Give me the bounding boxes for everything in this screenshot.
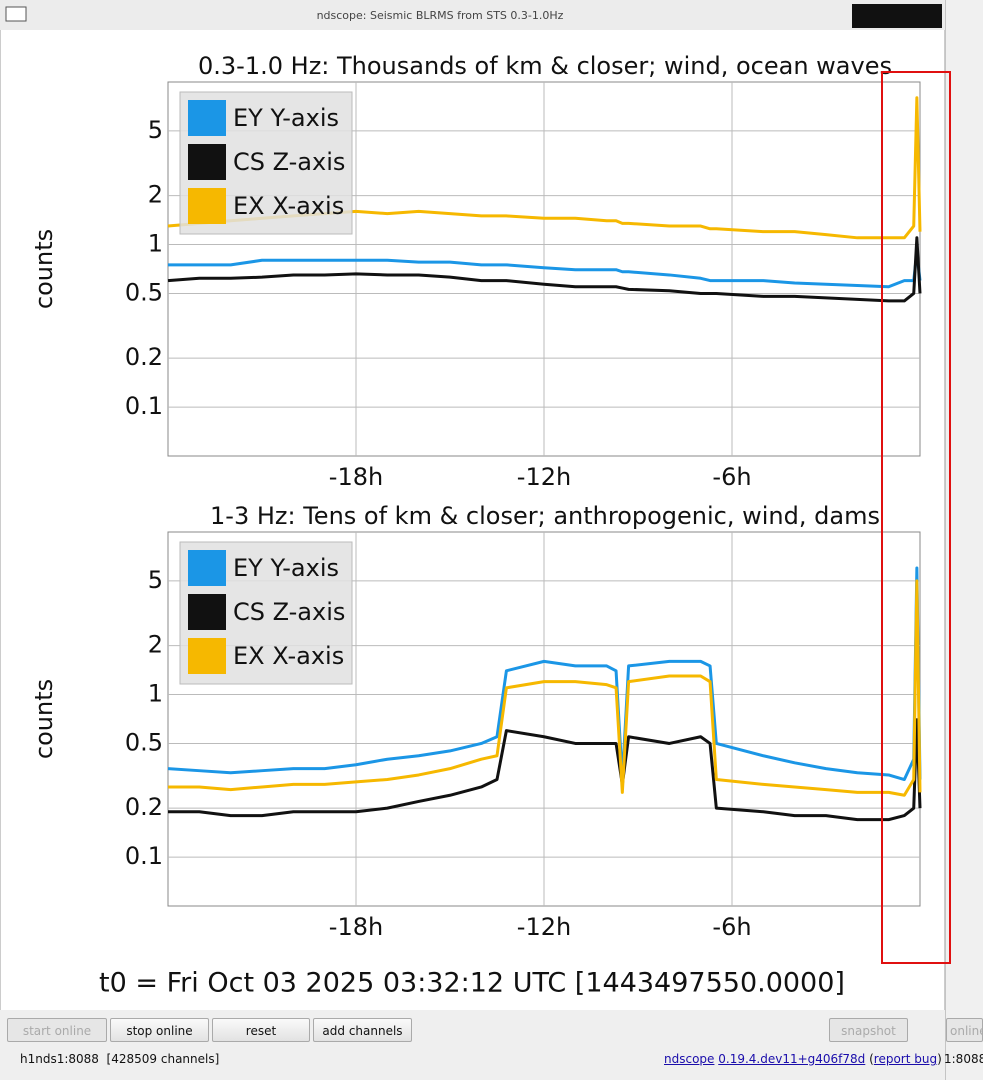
y-tick-label: 5 <box>148 566 163 594</box>
online-button[interactable]: online <box>946 1018 983 1042</box>
legend-swatch <box>188 638 226 674</box>
y-tick-label: 0.1 <box>125 392 163 420</box>
y-tick-label: 0.5 <box>125 728 163 756</box>
x-tick-label: -12h <box>517 463 571 491</box>
x-tick-label: -6h <box>712 913 751 941</box>
stop-online-button[interactable]: stop online <box>110 1018 209 1042</box>
legend-swatch <box>188 550 226 586</box>
legend-label: EX X-axis <box>233 642 344 670</box>
series-line <box>168 250 922 289</box>
link[interactable]: 0.19.4.dev11+g406f78d <box>718 1052 866 1066</box>
y-tick-label: 0.2 <box>125 793 163 821</box>
legend-swatch <box>188 144 226 180</box>
series-line <box>167 236 922 303</box>
status-right: 1:8088 <box>944 1052 983 1066</box>
y-tick-label: 0.1 <box>125 842 163 870</box>
y-tick-label: 2 <box>148 181 163 209</box>
series-line <box>167 566 922 782</box>
y-axis-label: counts <box>30 229 58 309</box>
series-line <box>168 718 922 822</box>
x-tick-label: -18h <box>329 463 383 491</box>
legend-label: EY Y-axis <box>233 104 339 132</box>
snapshot-button[interactable]: snapshot <box>829 1018 908 1042</box>
status-left: h1nds1:8088 [428509 channels] <box>20 1052 220 1066</box>
window-icon[interactable] <box>5 6 27 22</box>
chart-title: 1-3 Hz: Tens of km & closer; anthropogen… <box>210 502 880 530</box>
link[interactable]: report bug <box>873 1052 938 1066</box>
y-tick-label: 2 <box>148 631 163 659</box>
legend-label: CS Z-axis <box>233 598 345 626</box>
window-controls[interactable] <box>852 4 942 28</box>
legend-swatch <box>188 594 226 630</box>
y-tick-label: 5 <box>148 116 163 144</box>
y-axis-label: counts <box>30 679 58 759</box>
legend-label: EX X-axis <box>233 192 344 220</box>
t0-label: t0 = Fri Oct 03 2025 03:32:12 UTC [14434… <box>99 968 845 999</box>
add-channels-button[interactable]: add channels <box>313 1018 412 1042</box>
status-links: ndscope 0.19.4.dev11+g406f78d (report bu… <box>664 1052 942 1066</box>
title-bar <box>0 0 945 30</box>
legend-label: EY Y-axis <box>233 554 339 582</box>
plots: 0.3-1.0 Hz: Thousands of km & closer; wi… <box>30 52 922 941</box>
x-tick-label: -18h <box>329 913 383 941</box>
legend-label: CS Z-axis <box>233 148 345 176</box>
y-tick-label: 1 <box>148 230 163 258</box>
start-online-button[interactable]: start online <box>7 1018 107 1042</box>
x-tick-label: -12h <box>517 913 571 941</box>
y-tick-label: 0.2 <box>125 343 163 371</box>
legend-swatch <box>188 188 226 224</box>
window-title: ndscope: Seismic BLRMS from STS 0.3-1.0H… <box>317 9 564 22</box>
series-line <box>168 579 922 797</box>
y-tick-label: 0.5 <box>125 278 163 306</box>
chart-title: 0.3-1.0 Hz: Thousands of km & closer; wi… <box>198 52 892 80</box>
highlight-box <box>881 71 951 964</box>
link[interactable]: ndscope <box>664 1052 715 1066</box>
y-tick-label: 1 <box>148 680 163 708</box>
reset-button[interactable]: reset <box>212 1018 310 1042</box>
legend-swatch <box>188 100 226 136</box>
x-tick-label: -6h <box>712 463 751 491</box>
